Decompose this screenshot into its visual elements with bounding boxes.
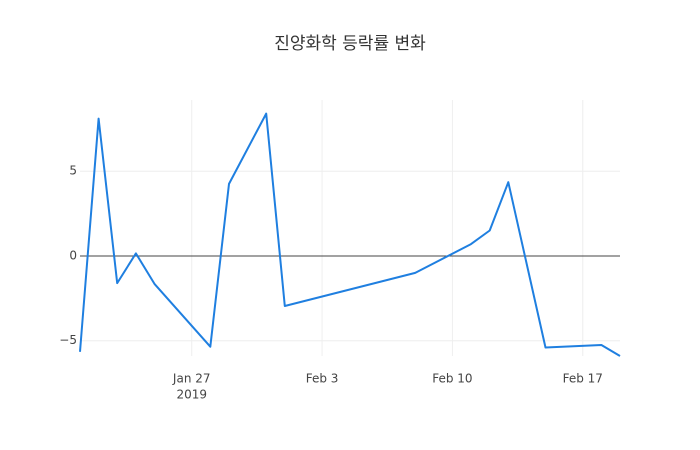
x-tick-label: Jan 27	[172, 372, 211, 386]
y-tick-label: −5	[59, 333, 77, 347]
x-tick-label: Feb 17	[563, 372, 603, 386]
x-tick-label: Feb 10	[432, 372, 472, 386]
line-series	[79, 112, 621, 357]
y-tick-label: 5	[69, 164, 77, 178]
x-tick-year: 2019	[176, 388, 207, 402]
chart-title: 진양화학 등락률 변화	[274, 34, 426, 54]
x-tick-label: Feb 3	[306, 372, 339, 386]
y-tick-label: 0	[69, 248, 77, 262]
